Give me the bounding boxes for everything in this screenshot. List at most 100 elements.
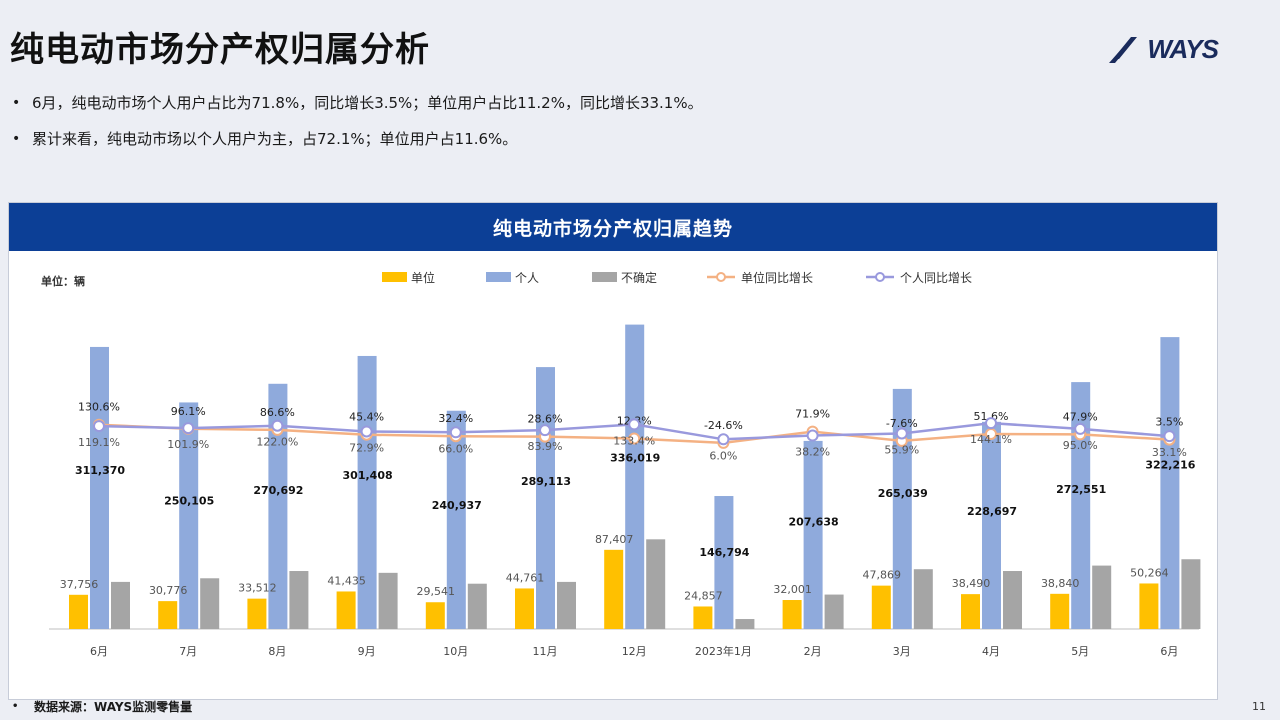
x-tick-label: 6月 [1160, 645, 1178, 658]
bar-personal [179, 402, 199, 629]
data-label-personal: 265,039 [878, 487, 928, 500]
bullet-text: 6月，纯电动市场个人用户占比为71.8%，同比增长3.5%；单位用户占比11.2… [32, 94, 703, 112]
marker-personal-yoy [895, 427, 908, 440]
data-label-personal-yoy: 83.9% [528, 440, 563, 453]
data-label-unit: 50,264 [1130, 566, 1169, 579]
bar-uncertain [557, 581, 576, 629]
bar-personal [446, 410, 466, 629]
bar-unit [1050, 593, 1070, 629]
x-tick-label: 4月 [982, 645, 1000, 658]
bullet-dot-icon: • [12, 94, 21, 111]
x-tick-label: 11月 [533, 645, 558, 658]
x-tick-label: 12月 [622, 645, 647, 658]
bar-personal [1160, 337, 1180, 629]
data-label-personal: 336,019 [610, 452, 660, 465]
bar-uncertain [735, 619, 755, 629]
bar-unit [961, 594, 980, 629]
data-label-unit-yoy: 86.6% [260, 406, 295, 419]
data-label-personal-yoy: 33.1% [1152, 446, 1187, 459]
bar-uncertain [1181, 559, 1201, 629]
marker-personal-yoy [806, 429, 819, 442]
data-label-personal-yoy: 6.0% [709, 449, 737, 462]
bar-unit [336, 591, 356, 629]
data-label-unit-yoy: 130.6% [78, 401, 120, 414]
data-label-unit: 24,857 [684, 589, 723, 602]
bullet-dot-icon: • [12, 130, 21, 147]
data-label-unit-yoy: -7.6% [886, 417, 918, 430]
bar-personal [714, 496, 734, 629]
data-label-personal: 250,105 [164, 494, 214, 507]
marker-personal-yoy [985, 417, 997, 430]
legend-label: 不确定 [621, 270, 657, 285]
data-label-unit: 29,541 [417, 585, 456, 598]
bullet-dot-icon: • [12, 701, 19, 712]
footer-text: 数据来源：WAYS监测零售量 [34, 700, 193, 714]
x-tick-label: 8月 [268, 645, 286, 658]
marker-personal-yoy [628, 418, 641, 431]
chart-panel: 纯电动市场分产权归属趋势 单位：辆 单位 个人 不确定 单位同比增长 个人同比增长 6月 37… [8, 202, 1218, 700]
bar-uncertain [913, 569, 933, 629]
marker-personal-yoy [449, 426, 462, 439]
data-label-unit-yoy: 45.4% [349, 411, 384, 424]
data-label-unit: 38,840 [1041, 577, 1080, 590]
data-label-personal: 289,113 [521, 475, 571, 488]
data-label-unit-yoy: 47.9% [1063, 410, 1098, 423]
bar-unit [604, 549, 624, 629]
bar-personal [892, 388, 912, 629]
x-tick-label: 2月 [804, 645, 822, 658]
footer-source: • 数据来源：WAYS监测零售量 [12, 698, 192, 715]
logo-text: WAYS [1147, 34, 1219, 64]
x-tick-label: 10月 [443, 645, 468, 658]
data-label-unit-yoy: 71.9% [795, 408, 830, 421]
data-label-personal: 311,370 [75, 464, 125, 477]
bar-personal [625, 324, 645, 629]
bar-uncertain [467, 583, 487, 629]
bar-unit [247, 598, 267, 629]
legend-label: 个人 [515, 271, 539, 285]
legend-label: 单位同比增长 [741, 270, 813, 285]
bar-personal [357, 355, 377, 629]
data-label-personal: 228,697 [967, 505, 1017, 518]
data-label-unit: 87,407 [595, 533, 634, 546]
bar-unit [782, 600, 802, 629]
bullet-item: • 累计来看，纯电动市场以个人用户为主，占72.1%；单位用户占11.6%。 [12, 128, 703, 149]
x-tick-label: 5月 [1071, 645, 1089, 658]
chart-title: 纯电动市场分产权归属趋势 [9, 203, 1217, 251]
marker-personal-yoy [1074, 422, 1087, 435]
bar-uncertain [1092, 565, 1112, 629]
bar-unit [69, 594, 88, 629]
data-label-personal-yoy: 66.0% [438, 442, 473, 455]
data-label-personal-yoy: 101.9% [167, 438, 209, 451]
bar-personal [90, 346, 109, 629]
bar-uncertain [378, 572, 398, 629]
legend-swatch [382, 272, 407, 282]
data-label-unit-yoy: 96.1% [171, 405, 206, 418]
bar-uncertain [1003, 571, 1022, 629]
x-tick-label: 3月 [893, 645, 911, 658]
legend-label: 个人同比增长 [900, 271, 972, 285]
data-label-unit: 33,512 [238, 582, 277, 595]
data-label-unit: 38,490 [952, 577, 991, 590]
data-label-personal-yoy: 119.1% [78, 436, 120, 449]
data-label-unit: 47,869 [863, 569, 902, 582]
bar-personal [1071, 382, 1091, 629]
data-label-unit-yoy: -24.6% [704, 419, 743, 432]
data-label-unit-yoy: 28.6% [528, 413, 563, 426]
data-label-personal-yoy: 144.1% [970, 433, 1012, 446]
bar-uncertain [200, 578, 220, 629]
x-tick-label: 2023年1月 [695, 644, 752, 658]
legend-label: 单位 [411, 270, 435, 285]
marker-personal-yoy [271, 419, 284, 432]
data-label-unit: 44,761 [506, 571, 545, 584]
data-label-unit: 41,435 [327, 574, 366, 587]
legend-marker [875, 272, 885, 282]
bar-uncertain [289, 571, 309, 629]
data-label-personal-yoy: 95.0% [1063, 439, 1098, 452]
x-tick-label: 6月 [90, 645, 108, 658]
data-label-personal: 270,692 [253, 484, 303, 497]
page-title: 纯电动市场分产权归属分析 [10, 30, 430, 70]
x-tick-label: 7月 [179, 645, 197, 658]
ways-logo: WAYS [1109, 34, 1219, 65]
legend-marker [716, 272, 726, 282]
marker-unit-yoy [628, 432, 641, 445]
